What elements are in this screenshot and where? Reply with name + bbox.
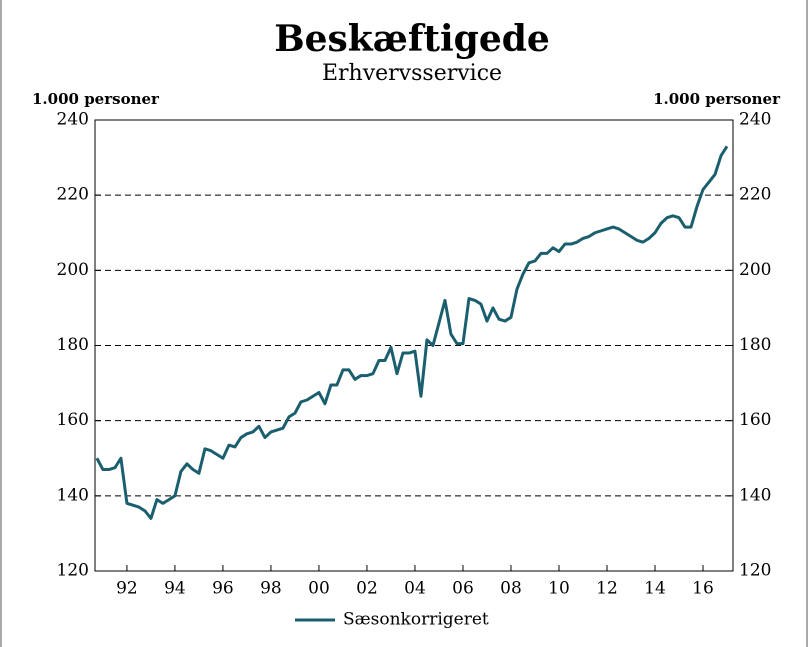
chart-title: Beskæftigede [274, 18, 550, 60]
legend-label: Sæsonkorrigeret [343, 610, 489, 630]
y2-tick-label: 180 [739, 335, 771, 355]
y-axis-label: 1.000 personer [32, 90, 160, 108]
x-tick-label: 08 [500, 579, 522, 599]
y-tick-label: 120 [57, 561, 89, 581]
x-tick-label: 04 [404, 579, 426, 599]
y-tick-label: 240 [57, 110, 89, 130]
x-tick-label: 12 [596, 579, 618, 599]
y2-tick-label: 200 [739, 260, 771, 280]
y2-tick-label: 240 [739, 110, 771, 130]
y2-tick-label: 120 [739, 561, 771, 581]
y2-tick-label: 220 [739, 185, 771, 205]
series-line [95, 145, 729, 520]
y2-axis-label: 1.000 personer [653, 90, 781, 108]
x-tick-label: 00 [308, 579, 330, 599]
y2-tick-label: 140 [739, 485, 771, 505]
x-tick-label: 94 [164, 579, 186, 599]
y-tick-label: 160 [57, 410, 89, 430]
y-tick-label: 220 [57, 185, 89, 205]
x-tick-label: 10 [548, 579, 570, 599]
x-tick-label: 16 [692, 579, 714, 599]
x-tick-label: 02 [356, 579, 378, 599]
x-tick-label: 06 [452, 579, 474, 599]
y-tick-label: 180 [57, 335, 89, 355]
x-tick-label: 96 [212, 579, 234, 599]
x-tick-label: 14 [644, 579, 666, 599]
x-tick-label: 98 [260, 579, 282, 599]
y-tick-label: 200 [57, 260, 89, 280]
plot-frame [94, 119, 734, 572]
y2-tick-label: 160 [739, 410, 771, 430]
x-tick-label: 92 [116, 579, 138, 599]
y-tick-label: 140 [57, 485, 89, 505]
chart-subtitle: Erhvervsservice [322, 61, 502, 86]
